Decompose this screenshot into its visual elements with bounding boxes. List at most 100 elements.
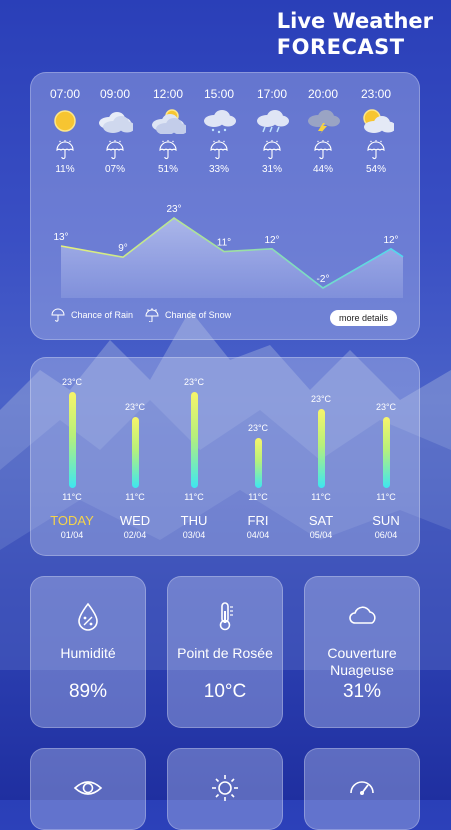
hour-item: 07:00 11% bbox=[40, 87, 90, 175]
sun-icon bbox=[54, 110, 76, 132]
legend-snow-label: Chance of Snow bbox=[165, 310, 232, 320]
day-low: 11°C bbox=[248, 492, 268, 502]
drizzle-icon bbox=[204, 110, 236, 134]
eye-icon bbox=[73, 781, 103, 795]
thermometer-icon bbox=[219, 602, 233, 631]
headline-line1: Live Weather bbox=[276, 9, 433, 33]
precip-percent: 31% bbox=[261, 164, 282, 175]
hour-time: 15:00 bbox=[203, 87, 235, 101]
day-column[interactable]: 23°C 11°C FRI 04/04 bbox=[231, 358, 285, 555]
precip-percent: 07% bbox=[104, 164, 125, 175]
umbrella-rain-icon bbox=[159, 140, 177, 160]
precip-percent: 54% bbox=[365, 164, 386, 175]
metric-value: 10°C bbox=[203, 681, 247, 702]
hour-time: 20:00 bbox=[307, 87, 339, 101]
temperature-bar bbox=[318, 409, 325, 488]
hour-item: 12:00 51% bbox=[143, 87, 193, 175]
temperature-bar bbox=[132, 417, 139, 488]
temperature-area bbox=[61, 218, 403, 298]
umbrella-rain-icon bbox=[56, 140, 74, 160]
temperature-label: 11° bbox=[217, 238, 231, 249]
day-low: 11°C bbox=[62, 492, 82, 502]
metric-value: 31% bbox=[342, 681, 382, 702]
temperature-bar bbox=[255, 438, 262, 488]
temperature-label: -2° bbox=[317, 274, 330, 285]
temperature-bar bbox=[383, 417, 390, 488]
hour-time: 23:00 bbox=[360, 87, 392, 101]
metric-tile[interactable] bbox=[167, 748, 283, 830]
day-name: WED bbox=[119, 513, 151, 528]
precip-percent: 11% bbox=[55, 164, 75, 175]
metric-label: Couverture Nuageuse bbox=[327, 645, 397, 678]
app-headline: Live Weather FORECAST bbox=[277, 8, 433, 61]
rain-icon bbox=[257, 110, 289, 133]
day-column[interactable]: 23°C 11°C SUN 06/04 bbox=[359, 358, 413, 555]
metric-tile[interactable] bbox=[304, 748, 420, 830]
day-column[interactable]: 23°C 11°C SAT 05/04 bbox=[294, 358, 348, 555]
chart-legend: Chance of Rain Chance of Snow bbox=[51, 308, 243, 322]
temperature-chart: 13° 9° 23° 11° 12° -2° 12° bbox=[53, 204, 404, 298]
day-name: SUN bbox=[372, 513, 400, 528]
hour-item: 23:00 54% bbox=[351, 87, 401, 175]
hour-time: 07:00 bbox=[49, 87, 81, 101]
day-column[interactable]: 23°C 11°C TODAY 01/04 bbox=[45, 358, 99, 555]
day-high: 23°C bbox=[61, 377, 83, 387]
temperature-label: 9° bbox=[118, 243, 128, 254]
day-high: 23°C bbox=[124, 402, 146, 412]
day-name: SAT bbox=[308, 513, 334, 528]
day-low: 11°C bbox=[311, 492, 331, 502]
hour-time: 17:00 bbox=[256, 87, 288, 101]
metric-label: Point de Rosée bbox=[177, 645, 273, 661]
humidity-drop-icon bbox=[78, 602, 98, 631]
temperature-bar bbox=[69, 392, 76, 488]
sun-outline-icon bbox=[212, 775, 238, 801]
day-high: 23°C bbox=[375, 402, 397, 412]
metric-label: Humidité bbox=[60, 645, 116, 661]
legend-rain-label: Chance of Rain bbox=[71, 310, 134, 320]
day-name: THU bbox=[180, 513, 208, 528]
temperature-line bbox=[60, 217, 404, 289]
umbrella-rain-icon bbox=[106, 140, 124, 160]
snow-umbrella-icon bbox=[145, 308, 159, 322]
day-column[interactable]: 23°C 11°C WED 02/04 bbox=[108, 358, 162, 555]
sun-cloud-icon bbox=[363, 109, 394, 133]
umbrella-rain-icon bbox=[210, 140, 228, 160]
umbrella-rain-icon bbox=[263, 140, 281, 160]
temperature-label: 12° bbox=[383, 235, 398, 246]
gauge-icon bbox=[350, 781, 374, 795]
day-date: 02/04 bbox=[123, 530, 147, 540]
hour-time: 12:00 bbox=[152, 87, 184, 101]
day-high: 23°C bbox=[183, 377, 205, 387]
day-name: FRI bbox=[247, 513, 269, 528]
metric-tile[interactable] bbox=[30, 748, 146, 830]
thunderstorm-icon bbox=[308, 110, 340, 134]
umbrella-rain-icon bbox=[367, 140, 385, 160]
more-details-button[interactable]: more details bbox=[329, 310, 397, 326]
temperature-label: 23° bbox=[166, 204, 181, 215]
mountain-background bbox=[0, 310, 451, 670]
metric-tile[interactable]: Couverture Nuageuse 31% bbox=[304, 576, 420, 728]
umbrella-rain-icon bbox=[314, 140, 332, 160]
day-date: 06/04 bbox=[374, 530, 398, 540]
hour-item: 09:00 07% bbox=[90, 87, 140, 175]
day-low: 11°C bbox=[125, 492, 145, 502]
day-high: 23°C bbox=[310, 394, 332, 404]
precip-percent: 44% bbox=[312, 164, 333, 175]
umbrella-icon bbox=[51, 308, 65, 322]
temperature-label: 12° bbox=[264, 235, 279, 246]
temperature-bar bbox=[191, 392, 198, 488]
partly-cloudy-icon bbox=[152, 109, 186, 134]
day-date: 03/04 bbox=[182, 530, 206, 540]
legend-rain: Chance of Rain bbox=[51, 308, 133, 322]
hour-item: 20:00 44% bbox=[298, 87, 348, 175]
metric-tile[interactable]: Point de Rosée 10°C bbox=[167, 576, 283, 728]
temperature-label: 13° bbox=[53, 232, 68, 243]
legend-snow: Chance of Snow bbox=[145, 308, 231, 322]
cloudy-icon bbox=[99, 112, 133, 133]
precip-percent: 33% bbox=[208, 164, 229, 175]
cloud-icon bbox=[349, 606, 376, 624]
metric-tile[interactable]: Humidité 89% bbox=[30, 576, 146, 728]
headline-line2: FORECAST bbox=[276, 35, 405, 60]
metric-value: 89% bbox=[68, 681, 108, 702]
day-column[interactable]: 23°C 11°C THU 03/04 bbox=[167, 358, 221, 555]
